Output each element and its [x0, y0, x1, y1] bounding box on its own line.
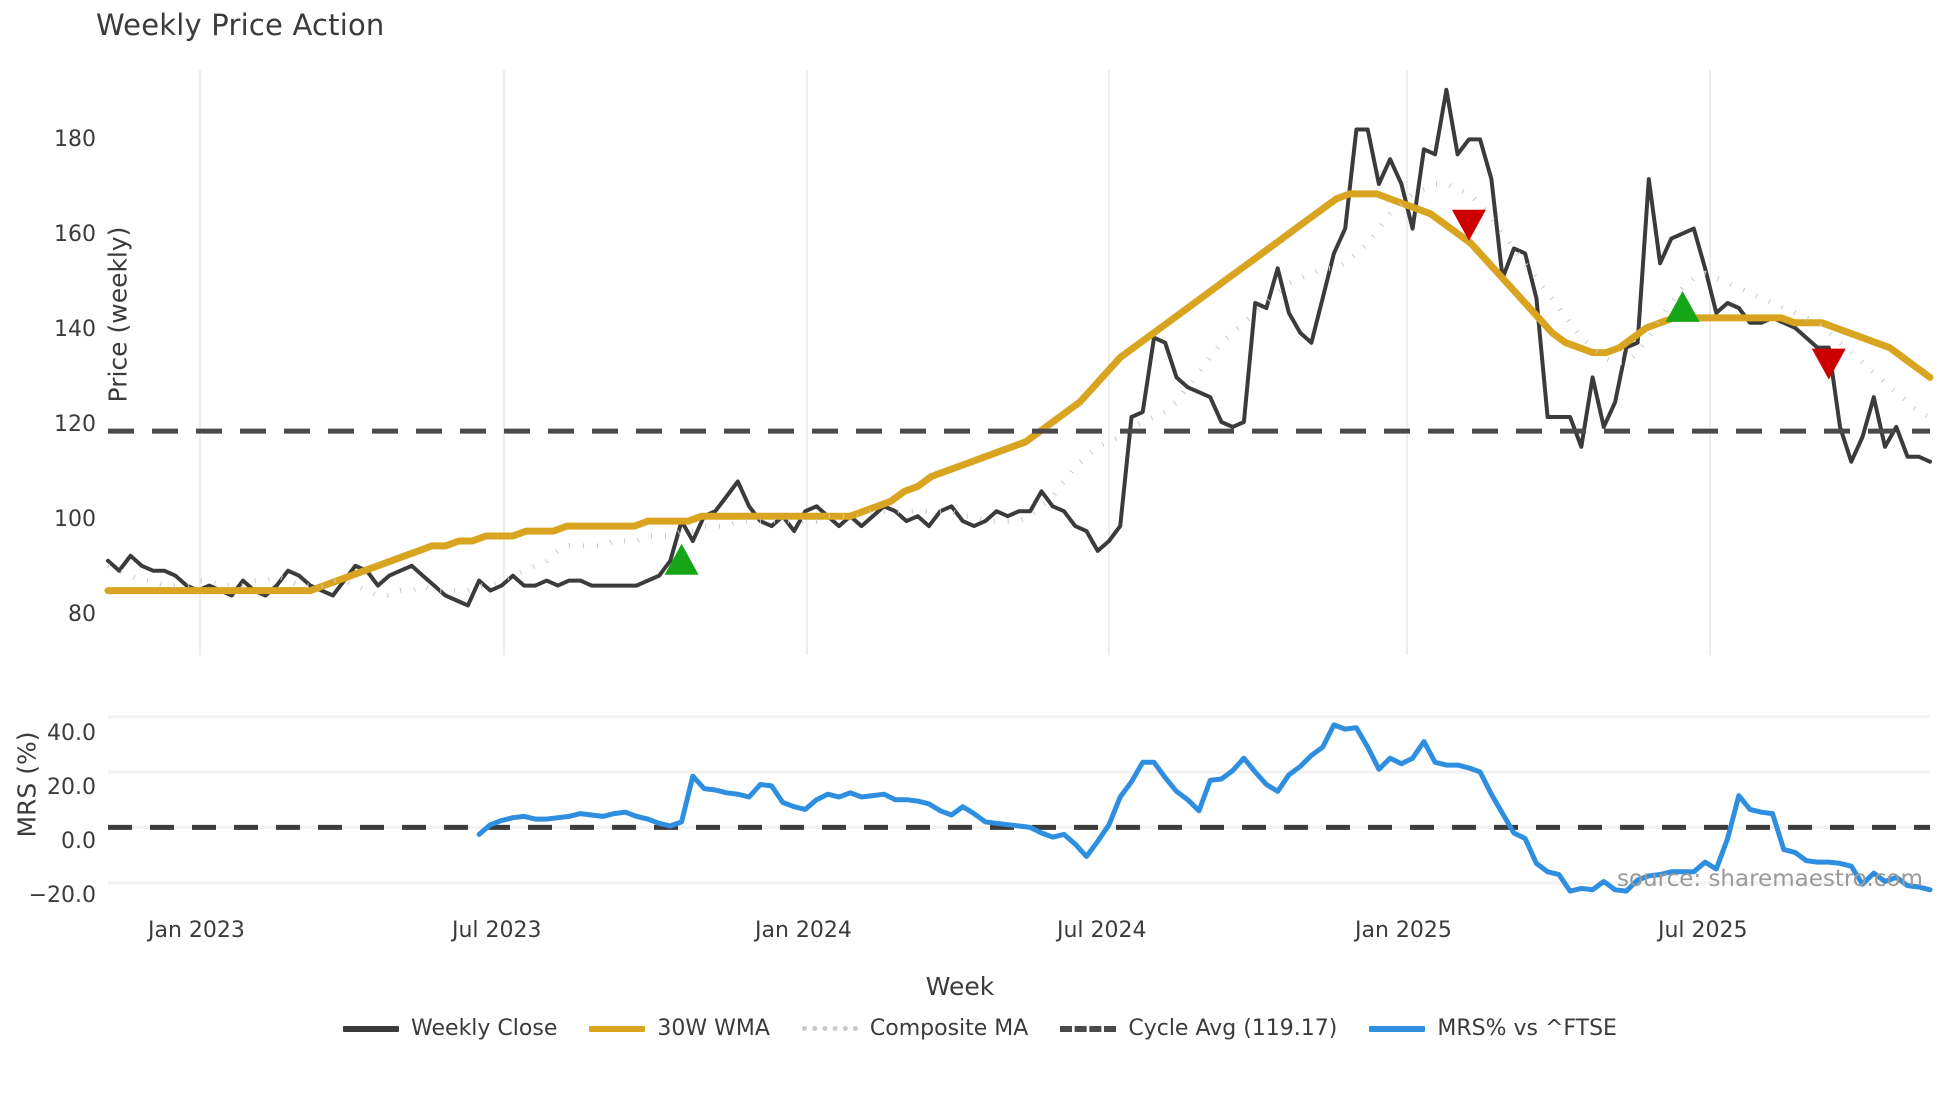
- price-ytick-100: 100: [54, 507, 96, 532]
- xtick-jul-2023: Jul 2023: [452, 918, 542, 943]
- legend-label-wma-30w: 30W WMA: [657, 1016, 770, 1041]
- x-axis-label: Week: [925, 972, 995, 1001]
- mrs-gridlines: [108, 715, 1930, 885]
- mrs-ytick-40: 40.0: [47, 721, 96, 746]
- price-series-group: [104, 87, 1934, 608]
- price-gridlines: [199, 70, 1711, 655]
- xtick-jan-2024: Jan 2024: [755, 918, 852, 943]
- mrs-ytick-0: 0.0: [61, 829, 96, 854]
- price-ytick-140: 140: [54, 317, 96, 342]
- legend-swatch-mrs-pct: [1369, 1025, 1426, 1032]
- legend-label-cycle-avg: Cycle Avg (119.17): [1128, 1016, 1338, 1041]
- legend-item-composite-ma[interactable]: Composite MA: [801, 1016, 1029, 1041]
- legend-item-weekly-close[interactable]: Weekly Close: [343, 1016, 557, 1041]
- xtick-jan-2025: Jan 2025: [1355, 918, 1452, 943]
- legend-item-mrs-pct[interactable]: MRS% vs ^FTSE: [1369, 1016, 1617, 1041]
- mrs-ytick-neg20: −20.0: [28, 883, 96, 908]
- legend-item-wma-30w[interactable]: 30W WMA: [589, 1016, 770, 1041]
- legend-swatch-wma-30w: [589, 1025, 646, 1032]
- source-watermark: source: sharemaestro.com: [1617, 866, 1923, 892]
- signal-markers-group: [664, 209, 1846, 575]
- xtick-jul-2024: Jul 2024: [1057, 918, 1147, 943]
- legend-label-mrs-pct: MRS% vs ^FTSE: [1437, 1016, 1617, 1041]
- legend-swatch-weekly-close: [343, 1025, 400, 1032]
- legend-swatch-composite-ma: [801, 1026, 858, 1031]
- mrs-series-group: [476, 722, 1933, 894]
- page-title: Weekly Price Action: [96, 8, 385, 42]
- price-ytick-180: 180: [54, 127, 96, 152]
- price-ytick-160: 160: [54, 222, 96, 247]
- mrs-ytick-20: 20.0: [47, 775, 96, 800]
- chart-legend: Weekly Close 30W WMA Composite MA Cycle …: [0, 1016, 1960, 1041]
- legend-label-composite-ma: Composite MA: [869, 1016, 1029, 1041]
- price-ytick-120: 120: [54, 412, 96, 437]
- legend-label-weekly-close: Weekly Close: [411, 1016, 558, 1041]
- legend-swatch-cycle-avg: [1060, 1025, 1117, 1032]
- xtick-jan-2023: Jan 2023: [148, 918, 245, 943]
- xtick-jul-2025: Jul 2025: [1658, 918, 1748, 943]
- legend-item-cycle-avg[interactable]: Cycle Avg (119.17): [1060, 1016, 1337, 1041]
- price-ytick-80: 80: [68, 602, 96, 627]
